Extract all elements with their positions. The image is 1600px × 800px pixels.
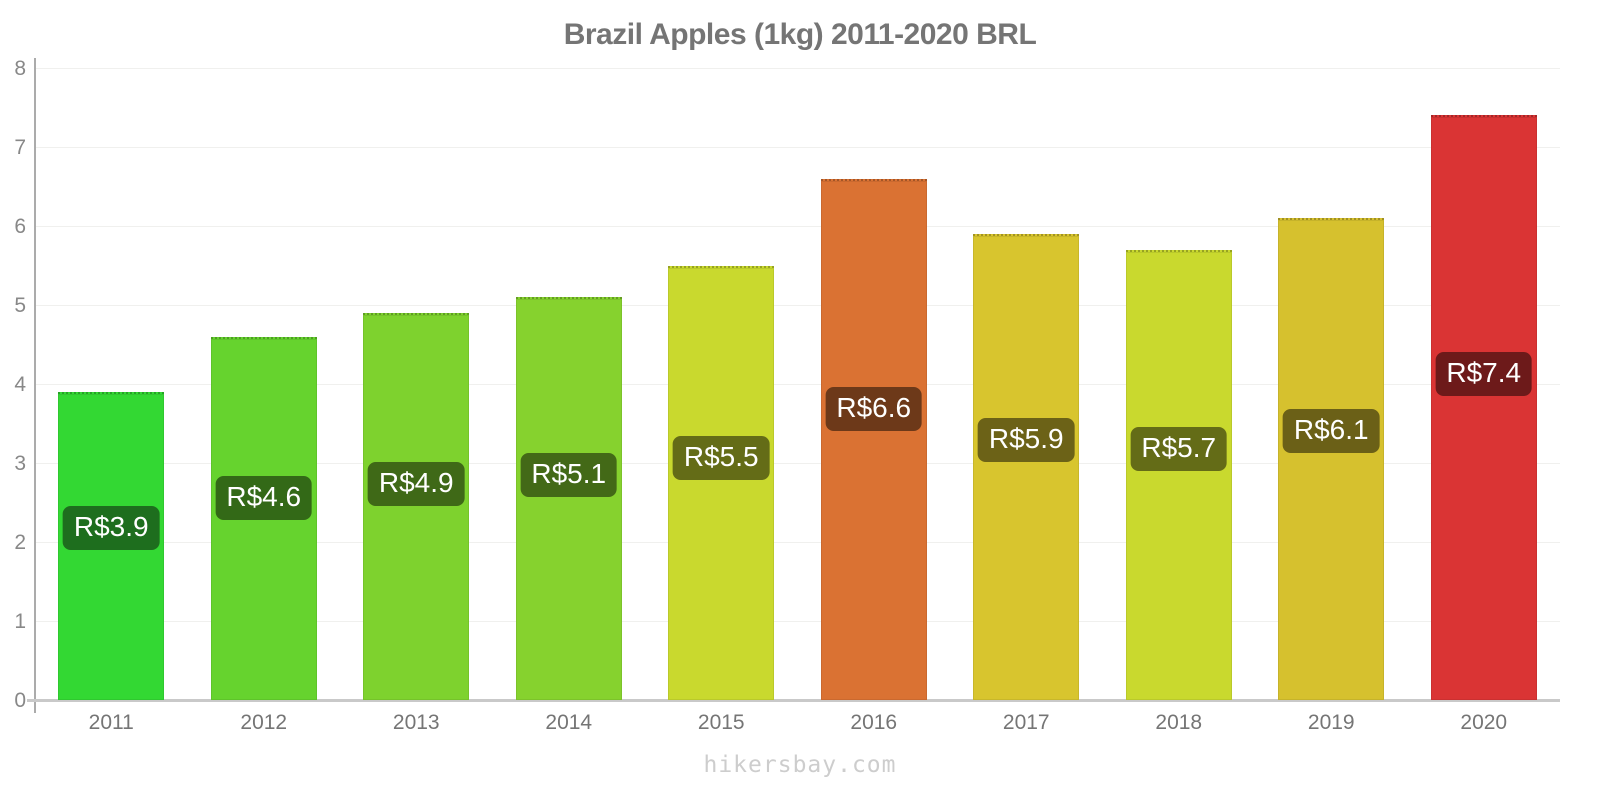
x-label-2012: 2012 [240, 711, 288, 734]
y-tick-label: 3 [14, 452, 26, 475]
y-axis-line [34, 58, 36, 713]
bar-2018[interactable]: R$5.7 [1125, 249, 1232, 700]
bar-group: R$5.9 [950, 68, 1103, 700]
bar-value-badge: R$4.9 [367, 462, 465, 507]
bar-2019[interactable]: R$6.1 [1278, 218, 1385, 700]
footer-watermark: hikersbay.com [703, 752, 897, 778]
y-tick-label: 0 [14, 689, 26, 712]
bar-2011[interactable]: R$3.9 [58, 391, 165, 700]
bar-value-badge: R$7.4 [1435, 351, 1533, 396]
bar-2012[interactable]: R$4.6 [210, 336, 317, 700]
bar-value-badge: R$5.5 [672, 435, 770, 480]
y-tick-label: 8 [14, 57, 26, 80]
bar-value-badge: R$4.6 [215, 475, 313, 520]
bar-group: R$3.9 [35, 68, 188, 700]
x-label-2020: 2020 [1460, 711, 1508, 734]
bar-2015[interactable]: R$5.5 [668, 265, 775, 700]
bar-group: R$5.1 [493, 68, 646, 700]
x-label-2014: 2014 [545, 711, 593, 734]
gridline [36, 463, 1560, 464]
bar-group: R$6.1 [1255, 68, 1408, 700]
bar-2020[interactable]: R$7.4 [1430, 115, 1537, 700]
bar-value-badge: R$5.9 [977, 417, 1075, 462]
gridline [36, 147, 1560, 148]
bar-series: R$3.9 R$4.6 R$4.9 R$5.1 R$5.5 R$6.6 R$5.9 R$5.7… [35, 68, 1560, 700]
x-label-2011: 2011 [88, 711, 134, 734]
gridline [36, 621, 1560, 622]
bar-value-badge: R$5.7 [1130, 426, 1228, 471]
bar-value-badge: R$6.6 [825, 387, 923, 432]
x-label-2018: 2018 [1155, 711, 1203, 734]
gridline [36, 384, 1560, 385]
y-tick-label: 6 [14, 215, 26, 238]
y-tick-label: 5 [14, 294, 26, 317]
x-axis-labels: 2011 2012 2013 2014 2015 2016 2017 2018 2019 2020 [35, 711, 1560, 735]
y-tick-label: 1 [14, 610, 26, 633]
chart-title: Brazil Apples (1kg) 2011-2020 BRL [563, 18, 1037, 51]
bar-2013[interactable]: R$4.9 [363, 312, 470, 700]
bar-group: R$5.5 [645, 68, 798, 700]
x-label-2019: 2019 [1307, 711, 1355, 734]
x-label-2015: 2015 [697, 711, 745, 734]
x-label-2017: 2017 [1002, 711, 1050, 734]
x-label-2013: 2013 [392, 711, 440, 734]
x-label-2016: 2016 [850, 711, 898, 734]
bar-group: R$4.6 [188, 68, 341, 700]
bar-value-badge: R$5.1 [520, 453, 618, 498]
bar-2016[interactable]: R$6.6 [820, 178, 927, 700]
bar-value-badge: R$6.1 [1282, 409, 1380, 454]
bar-group: R$4.9 [340, 68, 493, 700]
bar-group: R$7.4 [1408, 68, 1561, 700]
x-axis-line [27, 699, 1560, 702]
bar-2017[interactable]: R$5.9 [973, 233, 1080, 700]
y-tick-label: 4 [14, 373, 26, 396]
gridline [36, 305, 1560, 306]
bar-2014[interactable]: R$5.1 [515, 297, 622, 700]
y-tick-label: 7 [14, 136, 26, 159]
bar-group: R$5.7 [1103, 68, 1256, 700]
y-tick-label: 2 [14, 531, 26, 554]
gridline [36, 542, 1560, 543]
gridline [36, 68, 1560, 69]
bar-value-badge: R$3.9 [62, 506, 160, 551]
bar-group: R$6.6 [798, 68, 951, 700]
gridline [36, 226, 1560, 227]
